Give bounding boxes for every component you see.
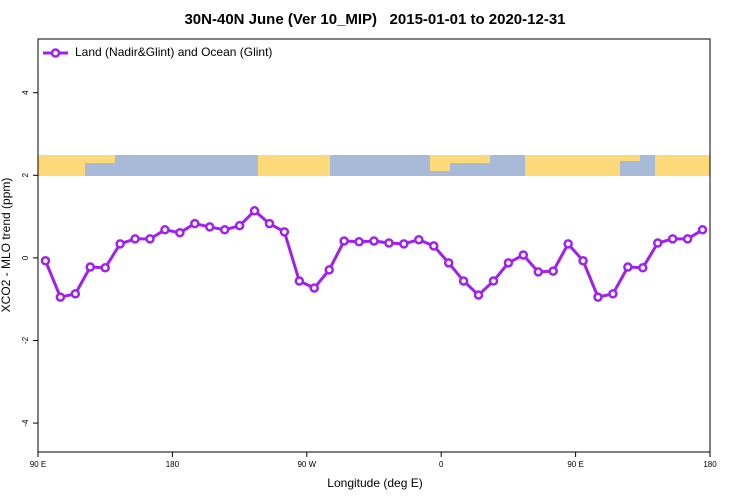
y-tick-label: -2 [21, 336, 30, 344]
data-point [667, 234, 678, 244]
data-point [264, 218, 275, 229]
y-axis-label: XCO2 - MLO trend (ppm) [0, 178, 13, 313]
data-point [414, 234, 424, 245]
x-tick-label: 90 E [30, 460, 46, 469]
data-point [190, 218, 200, 229]
chart-title: 30N-40N June (Ver 10_MIP) 2015-01-01 to … [184, 11, 565, 28]
x-tick-label: 90 W [297, 460, 316, 469]
data-point [638, 263, 648, 273]
x-tick-label: 90 E [567, 460, 583, 469]
data-point [518, 250, 529, 260]
data-point [130, 234, 140, 244]
data-point [40, 256, 51, 266]
data-point [249, 206, 260, 216]
data-point [175, 227, 185, 238]
data-point [219, 225, 230, 235]
data-point [160, 225, 170, 235]
data-point [234, 220, 245, 231]
data-point [473, 290, 484, 300]
data-point [458, 276, 469, 286]
data-point [578, 256, 588, 266]
y-tick-label: 4 [21, 90, 30, 95]
data-point [204, 222, 215, 232]
data-point [503, 258, 514, 268]
data-point [85, 262, 96, 272]
data-point [623, 262, 633, 272]
data-point [399, 239, 409, 249]
data-point [324, 265, 334, 275]
y-tick-label: -4 [21, 419, 30, 427]
data-point [488, 276, 499, 286]
land-ocean-band [38, 155, 710, 176]
data-point [428, 241, 439, 251]
data-point [384, 238, 394, 248]
data-point [533, 267, 544, 277]
x-axis-label: Longitude (deg E) [327, 476, 422, 490]
y-tick-label: 0 [21, 255, 30, 260]
data-point [279, 227, 290, 237]
data-point [145, 234, 155, 244]
x-tick-label: 180 [166, 460, 180, 469]
data-point [339, 236, 349, 246]
data-point [100, 263, 110, 273]
data-point [652, 238, 663, 248]
data-point [115, 239, 125, 249]
data-line [44, 208, 704, 299]
data-point [55, 292, 66, 302]
data-point [354, 237, 364, 247]
legend-marker [50, 48, 61, 58]
data-point [369, 236, 379, 246]
data-point [294, 276, 305, 286]
y-tick-label: 2 [21, 173, 30, 178]
data-point [697, 225, 708, 235]
legend-label: Land (Nadir&Glint) and Ocean (Glint) [75, 45, 272, 59]
data-point [70, 289, 81, 299]
plot-frame [37, 38, 711, 453]
data-point [682, 234, 693, 244]
x-tick-label: 0 [439, 460, 444, 469]
data-point [608, 289, 618, 299]
data-point [593, 292, 603, 302]
data-point [309, 283, 320, 293]
data-point [563, 239, 573, 249]
data-point [548, 266, 558, 276]
x-tick-label: 180 [703, 460, 717, 469]
data-point [443, 258, 454, 268]
